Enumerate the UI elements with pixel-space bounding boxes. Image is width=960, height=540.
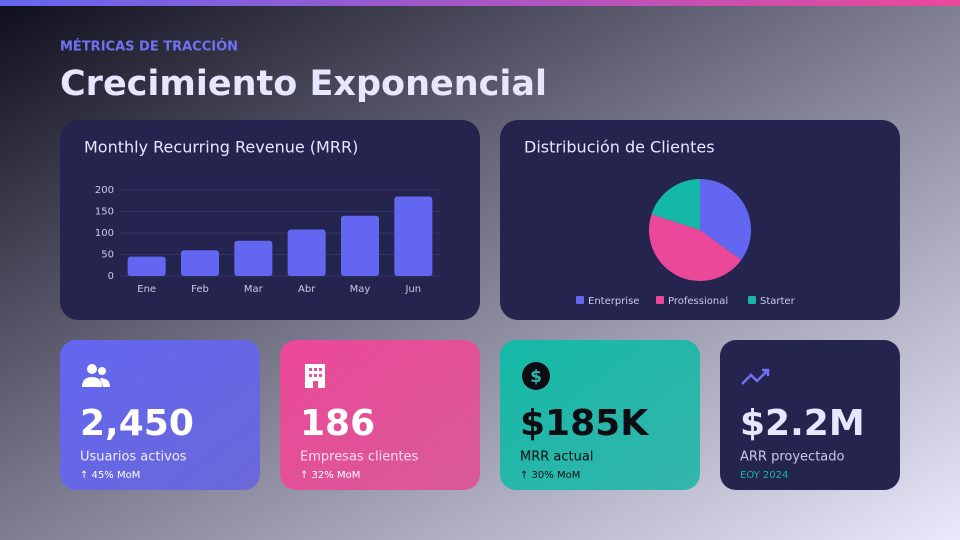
users-icon (82, 364, 110, 387)
kpi-note: ↑ 32% MoM (300, 470, 360, 481)
kpi-label: ARR proyectado (740, 450, 845, 465)
chart-title: Distribución de Clientes (524, 138, 715, 157)
kpi-value: $185K (520, 403, 649, 444)
pie-slice (700, 179, 752, 260)
x-tick-label: Feb (191, 284, 209, 295)
kpi-card (280, 340, 480, 490)
kpi-note: ↑ 30% MoM (520, 470, 580, 481)
legend-swatch (576, 296, 584, 304)
x-tick-label: Ene (137, 284, 156, 295)
legend-label: Professional (668, 296, 728, 307)
kpi-value: 186 (300, 403, 375, 444)
kpi-card (720, 340, 900, 490)
kpi-label: Empresas clientes (300, 450, 419, 465)
kicker: MÉTRICAS DE TRACCIÓN (60, 39, 238, 55)
kpi-card (60, 340, 260, 490)
kpi-card (500, 340, 700, 490)
y-tick-label: 200 (95, 185, 114, 196)
title: Crecimiento Exponencial (60, 64, 547, 104)
bar (287, 229, 326, 276)
bar (394, 196, 433, 276)
legend-swatch (748, 296, 756, 304)
svg-text:$: $ (530, 367, 542, 387)
y-tick-label: 100 (95, 228, 114, 239)
bar (341, 215, 379, 276)
bar (127, 256, 166, 276)
x-tick-label: Jun (405, 284, 422, 295)
dollar-icon: $ (522, 362, 550, 390)
bar (234, 240, 273, 276)
legend-swatch (656, 296, 664, 304)
kpi-note: EOY 2024 (740, 470, 788, 481)
x-tick-label: May (350, 284, 371, 295)
building-icon (305, 364, 325, 388)
pie-slice (649, 214, 742, 281)
bar (181, 250, 219, 276)
y-tick-label: 0 (108, 271, 114, 282)
legend-label: Enterprise (588, 296, 639, 307)
kpi-value: $2.2M (740, 403, 865, 444)
kpi-label: MRR actual (520, 450, 593, 465)
chart-title: Monthly Recurring Revenue (MRR) (84, 138, 358, 157)
kpi-label: Usuarios activos (80, 450, 187, 465)
x-tick-label: Mar (244, 284, 264, 295)
pie-slice (651, 179, 700, 230)
x-tick-label: Abr (298, 284, 316, 295)
legend-label: Starter (760, 296, 796, 307)
y-tick-label: 150 (95, 207, 114, 218)
kpi-value: 2,450 (80, 403, 194, 444)
kpi-note: ↑ 45% MoM (80, 470, 140, 481)
y-tick-label: 50 (101, 250, 114, 261)
trend-icon (741, 368, 770, 385)
top-bar (0, 0, 960, 6)
